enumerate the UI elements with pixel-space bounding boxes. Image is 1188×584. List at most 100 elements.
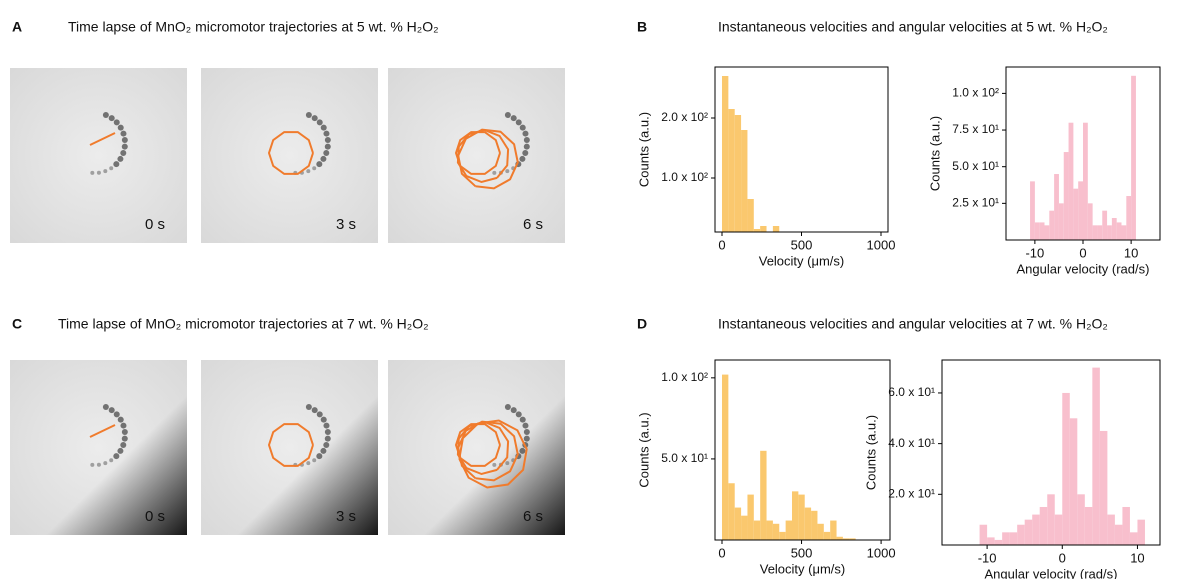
particle-trail	[324, 143, 331, 150]
bar	[772, 226, 780, 232]
particle-trail	[113, 161, 120, 168]
time-label: 6 s	[523, 216, 543, 233]
y-tick-label: 1.0 x 10²	[952, 86, 999, 100]
x-tick-label: 0	[1079, 245, 1086, 260]
bar	[1107, 225, 1112, 240]
particle-trail	[519, 416, 526, 423]
particle-trail	[96, 462, 101, 467]
bar	[734, 507, 742, 540]
bar	[1131, 75, 1136, 240]
bar	[1054, 514, 1063, 545]
particle-trail	[117, 124, 124, 131]
particle-trail	[90, 170, 95, 175]
x-tick-label: -10	[1025, 245, 1044, 260]
bar	[1111, 218, 1117, 240]
particle-trail	[117, 155, 124, 162]
particle-trail	[522, 150, 529, 157]
particle-trail	[103, 461, 108, 466]
particle-trail	[316, 453, 323, 460]
particle-trail	[120, 130, 127, 137]
bar	[747, 494, 754, 540]
particle-trail	[311, 115, 318, 122]
particle-trail	[117, 447, 124, 454]
particle-trail	[519, 447, 526, 454]
trajectory	[89, 424, 116, 438]
particle-trail	[113, 119, 120, 126]
bar	[1077, 494, 1085, 545]
y-tick-label: 5.0 x 10¹	[952, 159, 999, 173]
panel-title: Time lapse of MnO₂ micromotor trajectori…	[68, 19, 439, 35]
time-label: 0 s	[145, 508, 165, 525]
micrograph: 3 s	[201, 360, 378, 535]
bar	[1129, 532, 1138, 545]
trajectory	[454, 423, 501, 467]
bar	[1122, 506, 1130, 545]
bar	[1087, 203, 1093, 240]
particle-trail	[108, 115, 115, 122]
bar	[741, 515, 748, 540]
bar	[1092, 367, 1100, 545]
bar	[817, 523, 824, 540]
bar	[747, 199, 754, 232]
particle-trail	[323, 150, 330, 157]
bar	[766, 520, 773, 540]
particle-trail	[316, 119, 323, 126]
bar	[1126, 196, 1132, 240]
bar	[804, 507, 812, 540]
y-tick-label: 2.5 x 10¹	[952, 196, 999, 210]
particle-trail	[320, 447, 327, 454]
y-tick-label: 4.0 x 10¹	[888, 436, 935, 450]
bar	[1092, 225, 1098, 240]
bar	[734, 115, 742, 232]
image-shadow	[10, 360, 187, 535]
particle-trail	[523, 137, 530, 144]
panel-letter: D	[637, 316, 647, 332]
particle-trail	[103, 169, 108, 174]
bar	[811, 510, 818, 540]
particle-trail	[523, 429, 530, 436]
bar	[1078, 181, 1083, 240]
particle-trail	[519, 155, 526, 162]
trajectory	[456, 128, 510, 184]
particle-trail	[306, 169, 311, 174]
time-label: 0 s	[145, 216, 165, 233]
image-shadow	[201, 360, 378, 535]
particle-trail	[121, 137, 128, 144]
bar	[1044, 225, 1050, 240]
time-label: 3 s	[336, 216, 356, 233]
bar	[792, 491, 799, 540]
plot-area	[979, 367, 1145, 545]
bar	[1107, 514, 1115, 545]
bar	[785, 520, 792, 540]
bar	[1054, 174, 1059, 240]
bar	[1063, 152, 1069, 240]
particle-trail	[113, 453, 120, 460]
x-tick-label: 10	[1124, 245, 1138, 260]
particle-trail	[120, 442, 127, 449]
particle-trail	[323, 422, 330, 429]
bar	[830, 520, 837, 540]
trajectory	[267, 423, 314, 467]
particle-trail	[523, 435, 530, 442]
particle-trail	[109, 458, 114, 463]
plot-area	[1030, 75, 1136, 240]
y-tick-label: 2.0 x 10¹	[888, 486, 935, 500]
bar	[753, 229, 761, 232]
trajectory	[456, 420, 510, 476]
particle-trail	[492, 462, 497, 467]
particle-trail	[108, 407, 115, 414]
particle-trail	[519, 124, 526, 131]
bar	[1032, 514, 1040, 545]
particle-trail	[316, 161, 323, 168]
bar	[728, 483, 735, 540]
particle-trail	[102, 404, 109, 411]
bar	[760, 450, 767, 540]
panel-letter: C	[12, 316, 22, 332]
y-tick-label: 5.0 x 10¹	[661, 451, 708, 465]
bar	[1099, 430, 1108, 545]
x-tick-label: 0	[1059, 550, 1066, 565]
x-axis-label: Angular velocity (rad/s)	[1017, 261, 1150, 276]
time-label: 6 s	[523, 508, 543, 525]
y-tick-label: 1.0 x 10²	[661, 370, 708, 384]
